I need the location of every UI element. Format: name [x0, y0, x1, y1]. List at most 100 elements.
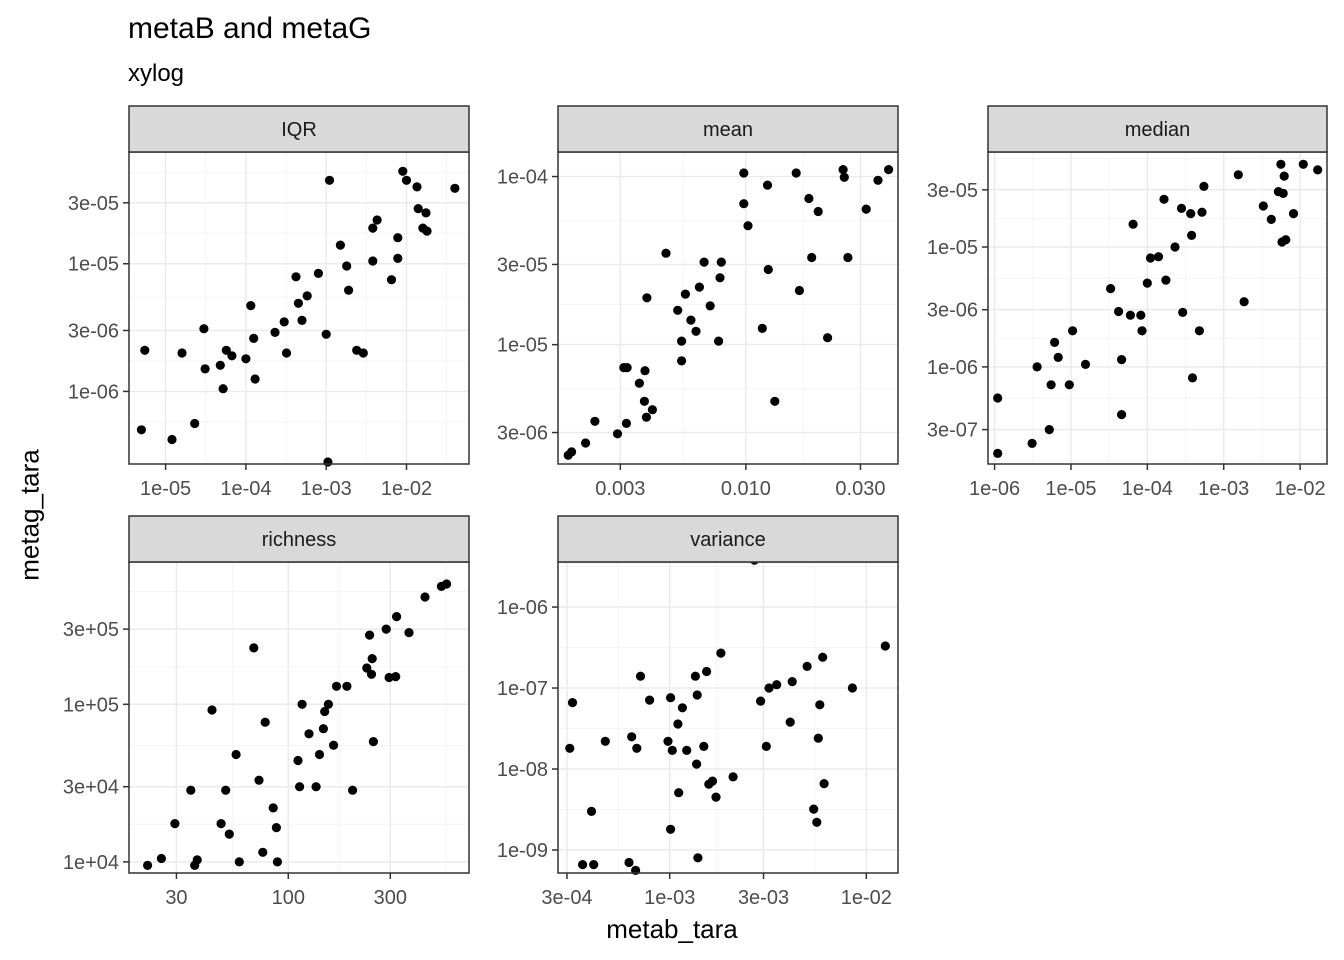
data-point [215, 360, 225, 370]
data-point [221, 785, 231, 795]
x-tick-label: 1e-02 [1275, 478, 1326, 500]
data-point [342, 261, 352, 271]
data-point [581, 438, 591, 448]
y-tick-label: 3e-07 [927, 420, 978, 442]
data-point [691, 326, 701, 336]
facet-strip-label: variance [690, 529, 766, 551]
data-point [249, 333, 259, 343]
facet-strip-label: mean [703, 119, 753, 141]
data-point [634, 378, 645, 388]
data-point [323, 699, 333, 709]
data-point [873, 175, 883, 185]
y-tick-label: 1e-06 [68, 381, 119, 403]
data-point [693, 853, 703, 863]
data-point [1080, 359, 1091, 369]
y-tick-label: 3e-05 [68, 193, 119, 215]
data-point [1178, 307, 1188, 317]
data-point [342, 681, 352, 691]
data-point [711, 792, 721, 802]
data-point [702, 666, 712, 677]
data-point [690, 671, 701, 681]
data-point [231, 749, 241, 760]
data-point [639, 396, 650, 406]
facet-panel-variance: variance 3e-04 1e-03 3e-03 1e-02 1e-09 1e-08 1e… [497, 515, 899, 909]
data-point [279, 317, 289, 327]
data-point [368, 737, 378, 747]
data-point [143, 860, 153, 871]
data-point [1176, 203, 1187, 213]
data-point [177, 348, 187, 358]
data-point [1106, 284, 1116, 294]
data-point [818, 652, 828, 662]
data-point [677, 336, 687, 346]
y-tick-label: 3e-05 [927, 180, 978, 202]
data-point [241, 354, 251, 364]
facet-strip [557, 105, 899, 153]
data-point [1053, 352, 1063, 362]
data-point [1239, 297, 1249, 307]
data-point [136, 425, 146, 435]
data-point [293, 755, 303, 766]
y-tick-label: 3e-06 [497, 423, 548, 445]
data-point [1266, 214, 1276, 224]
data-point [313, 268, 323, 278]
y-tick-label: 3e-05 [497, 254, 548, 276]
data-point [1279, 171, 1289, 181]
data-point [647, 405, 658, 415]
data-point [847, 683, 858, 693]
data-point [728, 772, 738, 782]
y-tick-label: 1e-05 [927, 237, 978, 259]
data-point [677, 356, 687, 366]
data-point [362, 663, 372, 673]
data-point [1114, 306, 1124, 317]
data-point [716, 648, 726, 658]
data-point [190, 418, 200, 429]
data-point [291, 272, 301, 282]
data-point [268, 803, 278, 813]
data-point [392, 612, 402, 622]
data-point [772, 680, 782, 690]
data-point [1298, 159, 1308, 169]
data-point [311, 782, 321, 792]
data-point [1050, 337, 1060, 347]
data-point [673, 719, 683, 729]
facet-strip-label: IQR [281, 119, 317, 141]
data-point [838, 165, 848, 175]
data-point [641, 412, 652, 422]
data-point [329, 740, 339, 750]
facet-strip [128, 105, 470, 153]
data-point [1046, 380, 1056, 390]
panel-background [988, 152, 1327, 464]
data-point [1276, 159, 1286, 169]
facet-strip [128, 515, 470, 563]
data-point [590, 416, 600, 426]
data-point [861, 204, 871, 214]
chart-subtitle: xylog [128, 60, 185, 87]
data-point [839, 172, 849, 182]
data-point [365, 630, 375, 640]
data-point [200, 364, 210, 374]
data-point [880, 641, 890, 651]
y-tick-label: 3e-06 [68, 320, 119, 342]
x-tick-label: 0.003 [595, 478, 645, 500]
data-point [271, 823, 281, 833]
data-point [694, 282, 705, 292]
y-tick-label: 1e+04 [63, 852, 119, 874]
data-point [565, 743, 575, 753]
data-point [366, 669, 377, 679]
facet-panel-mean: mean 0.003 0.010 0.030 3e-06 1e-05 3e-05 1e-04 [497, 105, 899, 500]
data-point [324, 175, 335, 185]
data-point [391, 672, 401, 682]
data-point [635, 671, 646, 681]
data-point [813, 206, 823, 217]
y-tick-label: 3e+04 [63, 777, 119, 799]
x-axis-label: metab_tara [606, 914, 738, 944]
y-tick-label: 1e-07 [497, 678, 548, 700]
data-point [348, 785, 358, 795]
data-point [218, 384, 228, 394]
data-point [372, 215, 382, 225]
chart-title: metaB and metaG [128, 12, 372, 45]
data-point [1197, 207, 1207, 217]
data-point [661, 248, 671, 258]
data-point [1233, 170, 1243, 180]
